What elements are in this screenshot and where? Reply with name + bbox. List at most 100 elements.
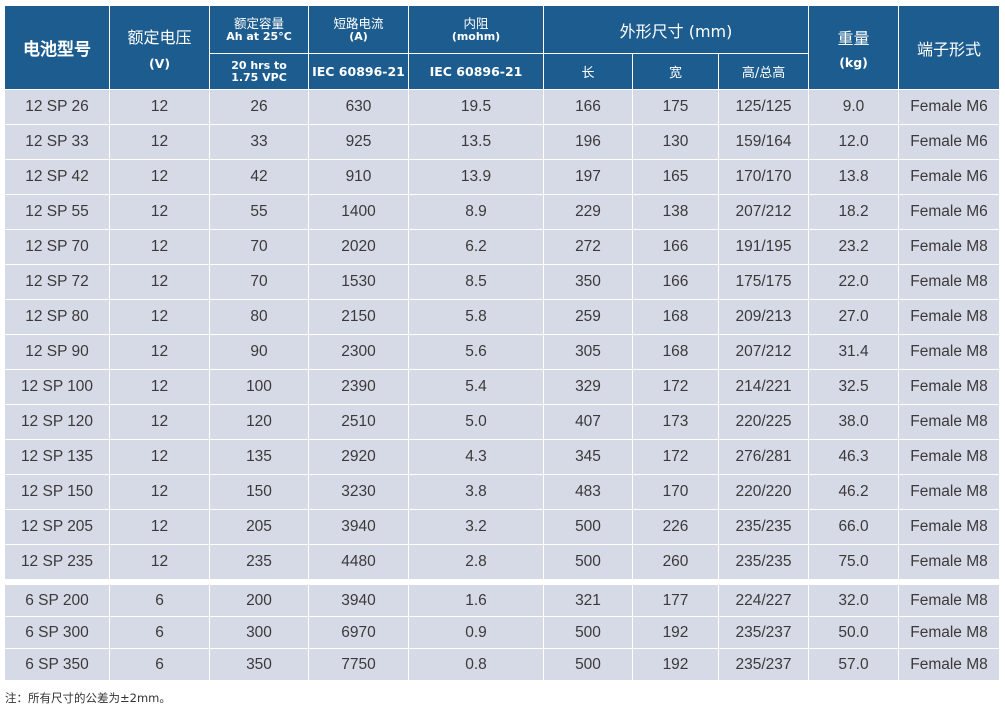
cell-height: 224/227 bbox=[718, 584, 809, 617]
cell-length: 321 bbox=[543, 584, 633, 617]
header-resistance-label: 内阻 bbox=[463, 15, 489, 31]
cell-width: 192 bbox=[632, 648, 719, 681]
cell-resistance: 0.8 bbox=[408, 648, 544, 681]
cell-voltage: 12 bbox=[109, 404, 210, 440]
header-height: 高/总高 bbox=[717, 53, 810, 90]
header-weight-unit: (kg) bbox=[839, 55, 868, 70]
header-terminal: 端子形式 bbox=[898, 5, 1001, 90]
cell-length: 500 bbox=[543, 544, 633, 580]
cell-model: 12 SP 33 bbox=[4, 124, 110, 160]
cell-height: 220/220 bbox=[717, 474, 810, 510]
table-row: 12 SP 135 12 135 2920 4.3 345 172 276/281 46.3 Fe… bbox=[4, 439, 1001, 475]
header-capacity-sub-1: 20 hrs to bbox=[231, 58, 287, 72]
cell-width: 172 bbox=[632, 369, 719, 405]
cell-short-circuit: 3230 bbox=[308, 474, 409, 510]
cell-weight: 31.4 bbox=[808, 334, 900, 370]
cell-short-circuit: 1530 bbox=[308, 264, 409, 300]
header-weight-label: 重量 bbox=[837, 29, 870, 48]
cell-resistance: 19.5 bbox=[408, 89, 544, 125]
cell-short-circuit: 6970 bbox=[308, 616, 409, 649]
cell-terminal: Female M8 bbox=[898, 544, 1001, 580]
battery-spec-table-6v: 6 SP 200 6 200 3940 1.6 321 177 224/227 32.0 Fema… bbox=[4, 584, 1000, 681]
cell-length: 500 bbox=[543, 648, 633, 681]
cell-resistance: 5.0 bbox=[408, 404, 544, 440]
cell-capacity: 80 bbox=[209, 299, 309, 335]
cell-resistance: 3.8 bbox=[408, 474, 544, 510]
cell-height: 235/235 bbox=[717, 509, 810, 545]
cell-length: 329 bbox=[543, 369, 633, 405]
cell-terminal: Female M8 bbox=[898, 369, 1001, 405]
cell-short-circuit: 2150 bbox=[308, 299, 409, 335]
cell-model: 12 SP 70 bbox=[4, 229, 110, 265]
cell-length: 483 bbox=[543, 474, 633, 510]
cell-model: 12 SP 135 bbox=[4, 439, 110, 475]
cell-weight: 22.0 bbox=[808, 264, 900, 300]
cell-terminal: Female M8 bbox=[898, 648, 1000, 681]
header-resistance-standard: IEC 60896-21 bbox=[408, 53, 544, 90]
cell-resistance: 13.5 bbox=[408, 124, 544, 160]
cell-short-circuit: 3940 bbox=[308, 509, 409, 545]
header-capacity: 额定容量 Ah at 25°C bbox=[209, 5, 309, 54]
cell-weight: 50.0 bbox=[808, 616, 899, 649]
cell-voltage: 12 bbox=[109, 299, 210, 335]
cell-terminal: Female M6 bbox=[898, 124, 1001, 160]
table-row: 6 SP 300 6 300 6970 0.9 500 192 235/237 50.0 Fema… bbox=[4, 616, 1000, 649]
cell-length: 500 bbox=[543, 509, 633, 545]
cell-resistance: 5.6 bbox=[408, 334, 544, 370]
table-row: 12 SP 235 12 235 4480 2.8 500 260 235/235 75.0 Fe… bbox=[4, 544, 1001, 580]
cell-model: 6 SP 350 bbox=[4, 648, 110, 681]
cell-height: 209/213 bbox=[717, 299, 810, 335]
cell-short-circuit: 4480 bbox=[308, 544, 409, 580]
cell-height: 214/221 bbox=[717, 369, 810, 405]
cell-short-circuit: 2920 bbox=[308, 439, 409, 475]
cell-height: 207/212 bbox=[717, 334, 810, 370]
table-row: 6 SP 350 6 350 7750 0.8 500 192 235/237 57.0 Fema… bbox=[4, 648, 1000, 681]
cell-width: 166 bbox=[632, 229, 719, 265]
header-resistance-unit: (mohm) bbox=[451, 29, 501, 43]
cell-length: 229 bbox=[543, 194, 633, 230]
cell-voltage: 12 bbox=[109, 544, 210, 580]
cell-length: 350 bbox=[543, 264, 633, 300]
cell-capacity: 300 bbox=[209, 616, 309, 649]
cell-length: 196 bbox=[543, 124, 633, 160]
cell-model: 12 SP 80 bbox=[4, 299, 110, 335]
cell-model: 12 SP 205 bbox=[4, 509, 110, 545]
cell-terminal: Female M8 bbox=[898, 404, 1001, 440]
cell-terminal: Female M8 bbox=[898, 229, 1001, 265]
table-row: 12 SP 205 12 205 3940 3.2 500 226 235/235 66.0 Fe… bbox=[4, 509, 1001, 545]
cell-width: 138 bbox=[632, 194, 719, 230]
header-width: 宽 bbox=[632, 53, 719, 90]
header-short-circuit-unit: (A) bbox=[349, 29, 368, 43]
table-row: 12 SP 42 12 42 910 13.9 197 165 170/170 13.8 Fema… bbox=[4, 159, 1001, 195]
cell-voltage: 12 bbox=[109, 89, 210, 125]
cell-capacity: 90 bbox=[209, 334, 309, 370]
cell-width: 170 bbox=[632, 474, 719, 510]
cell-resistance: 1.6 bbox=[408, 584, 544, 617]
cell-model: 12 SP 42 bbox=[4, 159, 110, 195]
cell-resistance: 5.4 bbox=[408, 369, 544, 405]
cell-terminal: Female M8 bbox=[898, 299, 1001, 335]
cell-capacity: 26 bbox=[209, 89, 309, 125]
header-capacity-sub-2: 1.75 VPC bbox=[231, 70, 287, 84]
header-voltage: 额定电压 (V) bbox=[109, 5, 210, 90]
header-capacity-label: 额定容量 bbox=[233, 15, 284, 31]
cell-capacity: 135 bbox=[209, 439, 309, 475]
cell-height: 159/164 bbox=[717, 124, 810, 160]
cell-short-circuit: 1400 bbox=[308, 194, 409, 230]
cell-capacity: 200 bbox=[209, 584, 309, 617]
cell-resistance: 2.8 bbox=[408, 544, 544, 580]
cell-height: 220/225 bbox=[717, 404, 810, 440]
cell-model: 12 SP 55 bbox=[4, 194, 110, 230]
cell-terminal: Female M6 bbox=[898, 89, 1001, 125]
cell-weight: 32.5 bbox=[808, 369, 900, 405]
cell-height: 207/212 bbox=[717, 194, 810, 230]
cell-short-circuit: 2300 bbox=[308, 334, 409, 370]
table-row: 12 SP 55 12 55 1400 8.9 229 138 207/212 18.2 Fema… bbox=[4, 194, 1001, 230]
header-short-circuit: 短路电流 (A) bbox=[308, 5, 409, 54]
cell-weight: 9.0 bbox=[808, 89, 900, 125]
cell-length: 259 bbox=[543, 299, 633, 335]
cell-short-circuit: 2510 bbox=[308, 404, 409, 440]
table-row: 12 SP 90 12 90 2300 5.6 305 168 207/212 31.4 Fema… bbox=[4, 334, 1001, 370]
cell-weight: 46.3 bbox=[808, 439, 900, 475]
cell-weight: 46.2 bbox=[808, 474, 900, 510]
